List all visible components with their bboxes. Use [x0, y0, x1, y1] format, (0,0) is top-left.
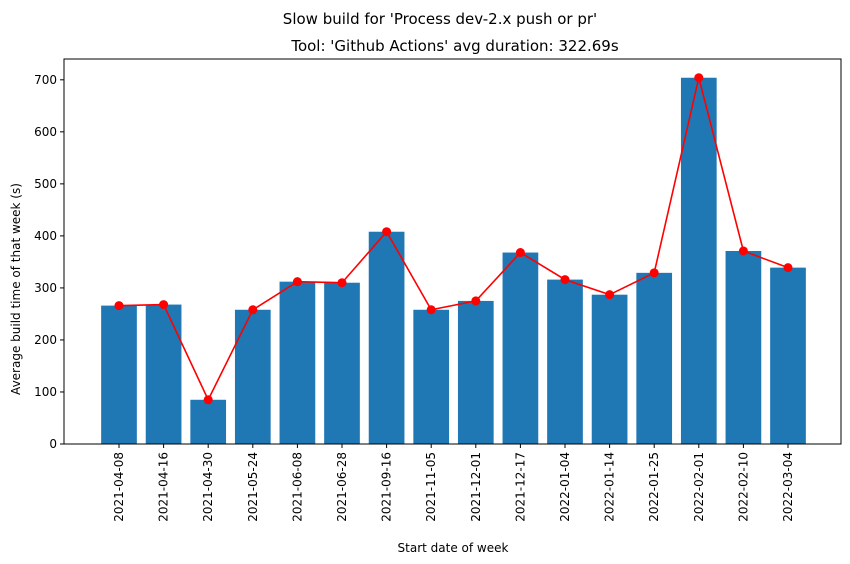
bar-2021-12-01 — [457, 300, 494, 444]
trend-point-2022-01-04 — [560, 275, 570, 285]
chart-title: Tool: 'Github Actions' avg duration: 322… — [290, 37, 619, 55]
x-tick-label-2021-05-24: 2021-05-24 — [246, 452, 260, 522]
bar-2021-11-05 — [413, 309, 450, 444]
x-tick-label-2021-06-28: 2021-06-28 — [335, 452, 349, 522]
bar-2021-06-08 — [279, 281, 316, 444]
trend-point-2021-04-16 — [159, 300, 169, 310]
y-tick-label-600: 600 — [34, 125, 57, 139]
x-tick-label-2021-11-05: 2021-11-05 — [424, 452, 438, 522]
y-tick-label-500: 500 — [34, 177, 57, 191]
trend-point-2021-05-24 — [248, 305, 258, 315]
x-tick-label-2022-03-04: 2022-03-04 — [781, 452, 795, 522]
trend-point-2021-06-28 — [337, 278, 347, 288]
x-tick-label-2021-04-08: 2021-04-08 — [112, 452, 126, 522]
plot-area: 0 100 200 300 400 500 600 700 2021-04-08 2021-04-… — [34, 58, 842, 522]
x-tick-label-2022-01-14: 2022-01-14 — [603, 452, 617, 522]
x-tick-label-2022-01-04: 2022-01-04 — [558, 452, 572, 522]
x-tick-label-2021-04-30: 2021-04-30 — [201, 452, 215, 522]
bar-2022-01-14 — [591, 294, 628, 444]
y-tick-label-700: 700 — [34, 73, 57, 87]
bar-2021-12-17 — [502, 252, 539, 444]
y-tick-label-100: 100 — [34, 385, 57, 399]
bar-2021-04-16 — [145, 304, 182, 444]
trend-point-2022-01-14 — [605, 290, 615, 300]
bar-2022-02-10 — [725, 250, 762, 444]
x-tick-label-2021-09-16: 2021-09-16 — [380, 452, 394, 522]
trend-point-2022-01-25 — [649, 268, 659, 278]
x-tick-label-2022-02-01: 2022-02-01 — [692, 452, 706, 522]
bar-2021-06-28 — [324, 282, 360, 444]
trend-point-2022-03-04 — [783, 263, 793, 273]
y-tick-label-0: 0 — [49, 437, 57, 451]
y-axis-label: Average build time of that week (s) — [9, 183, 23, 395]
trend-point-2021-09-16 — [382, 227, 392, 237]
bar-2022-01-04 — [547, 279, 583, 444]
bar-2021-09-16 — [368, 231, 405, 444]
x-tick-label-2021-12-17: 2021-12-17 — [513, 452, 527, 522]
trend-point-2021-12-01 — [471, 296, 481, 306]
bar-2021-04-30 — [190, 399, 227, 444]
bar-2021-04-08 — [101, 305, 137, 444]
trend-point-2022-02-01 — [694, 73, 704, 83]
x-tick-label-2021-06-08: 2021-06-08 — [290, 452, 304, 522]
x-tick-label-2022-02-10: 2022-02-10 — [736, 452, 750, 522]
y-tick-label-200: 200 — [34, 333, 57, 347]
x-tick-label-2021-04-16: 2021-04-16 — [157, 452, 171, 522]
bar-2021-05-24 — [234, 309, 271, 444]
x-tick-label-2021-12-01: 2021-12-01 — [469, 452, 483, 522]
trend-point-2021-06-08 — [292, 277, 302, 287]
chart-suptitle: Slow build for 'Process dev-2.x push or … — [283, 10, 597, 28]
y-tick-label-400: 400 — [34, 229, 57, 243]
trend-point-2022-02-10 — [738, 246, 748, 256]
bar-2022-03-04 — [770, 267, 806, 444]
trend-point-2021-04-30 — [203, 395, 213, 405]
trend-line — [118, 77, 789, 402]
trend-point-2021-12-17 — [515, 248, 525, 258]
bar-2022-01-25 — [636, 272, 673, 444]
trend-point-2021-11-05 — [426, 305, 436, 315]
bar-2022-02-01 — [680, 77, 717, 444]
x-tick-label-2022-01-25: 2022-01-25 — [647, 452, 661, 522]
y-tick-label-300: 300 — [34, 281, 57, 295]
axes-frame — [63, 58, 842, 445]
x-axis-label: Start date of week — [398, 541, 509, 555]
trend-point-2021-04-08 — [114, 301, 124, 311]
